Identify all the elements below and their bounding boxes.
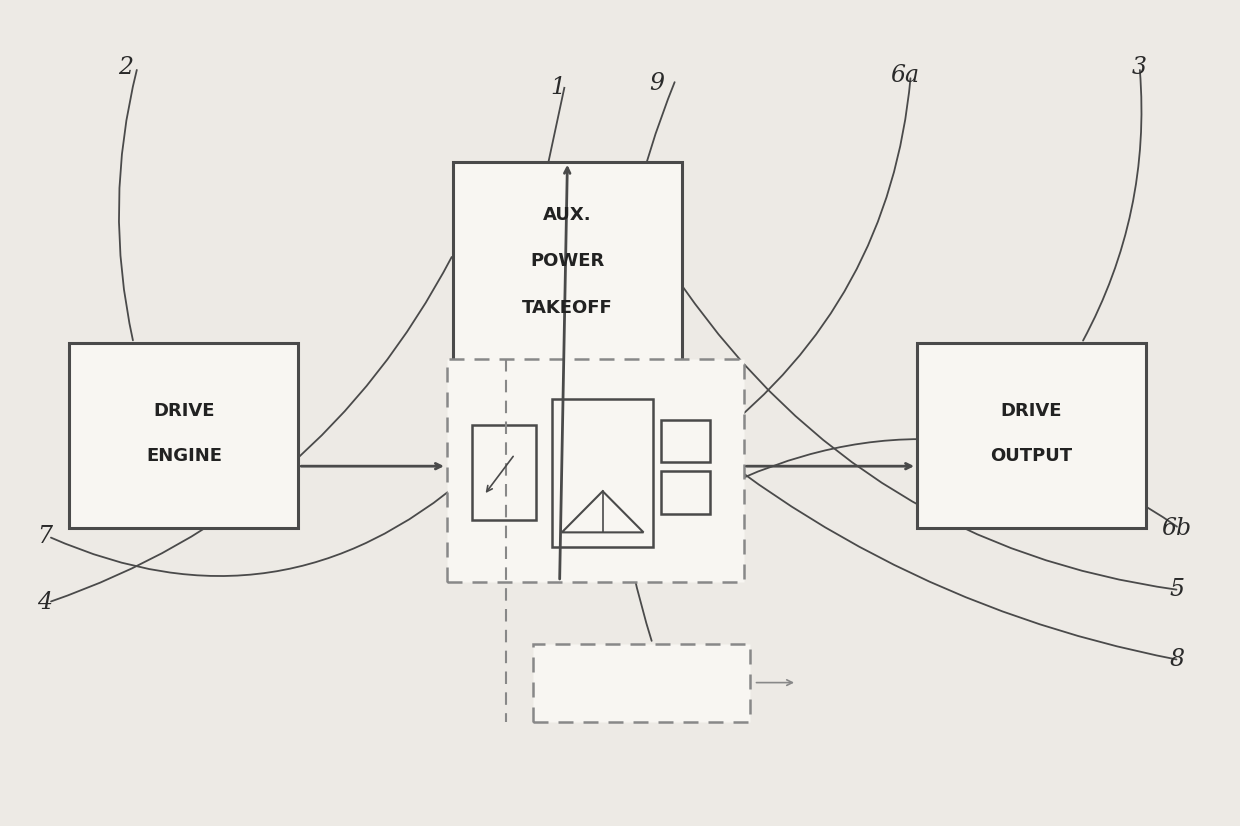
Text: 2: 2 [118,55,133,78]
Text: 1: 1 [551,76,565,99]
Text: 9: 9 [650,72,665,95]
Text: 8: 8 [1169,648,1184,672]
Text: 7: 7 [37,525,52,548]
Text: TAKEOFF: TAKEOFF [522,299,613,316]
Bar [661,472,711,515]
Text: POWER: POWER [531,252,605,270]
Bar [69,343,299,529]
Bar [471,425,536,520]
Text: AUX.: AUX. [543,206,591,225]
Bar [533,643,750,722]
Text: OUTPUT: OUTPUT [991,447,1073,465]
Text: 6b: 6b [1162,517,1192,539]
Text: 4: 4 [37,591,52,614]
Bar [916,343,1146,529]
Text: 5: 5 [1169,578,1184,601]
Text: DRIVE: DRIVE [1001,402,1063,420]
Text: 6a: 6a [890,64,919,87]
Bar [552,399,653,547]
Text: 3: 3 [1132,55,1147,78]
Bar [453,162,682,368]
Text: ENGINE: ENGINE [146,447,222,465]
Bar [446,359,744,582]
Text: DRIVE: DRIVE [153,402,215,420]
Bar [661,420,711,463]
